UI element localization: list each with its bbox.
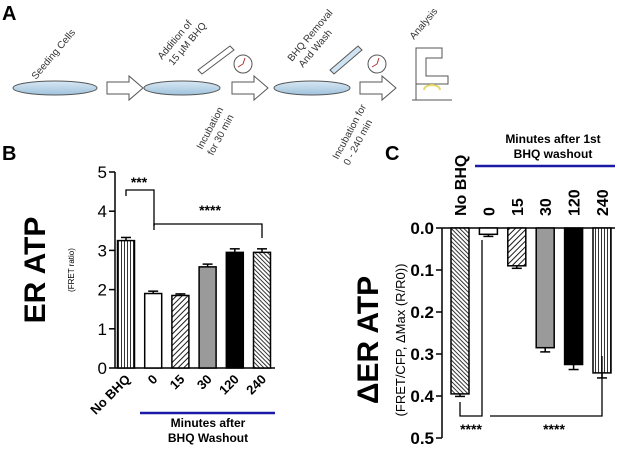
- x-axis-title: BHQ Washout: [168, 431, 248, 445]
- step-label: Analysis: [408, 6, 440, 42]
- y-tick-label: 0.1: [410, 261, 434, 280]
- microscope: [412, 47, 452, 101]
- arrow: [231, 74, 269, 102]
- dish: [273, 80, 351, 96]
- panel-label: C: [385, 143, 399, 165]
- dish: [143, 80, 221, 96]
- x-axis-title: BHQ washout: [514, 147, 593, 161]
- pipette: [329, 45, 363, 75]
- significance-label: ****: [199, 202, 221, 218]
- pipette: [197, 45, 235, 75]
- clock-hands: [371, 57, 380, 68]
- x-tick-label: 30: [194, 372, 215, 393]
- x-tick-label: 240: [243, 372, 269, 398]
- x-tick-label: 15: [167, 372, 188, 393]
- y-tick-label: 0.0: [410, 219, 434, 238]
- x-tick-label: 30: [538, 198, 555, 216]
- y-axis-title: ΔER ATP: [352, 276, 385, 404]
- step-label: Seeding Cells: [30, 28, 78, 82]
- x-tick-label: 0: [145, 372, 161, 388]
- bar: [563, 227, 584, 366]
- significance-bracket: [459, 240, 483, 417]
- y-axis-title: ER ATP: [19, 217, 52, 324]
- significance-bracket: [490, 356, 603, 417]
- x-axis-title: Minutes after: [171, 416, 246, 430]
- y-tick-label: 3: [98, 241, 107, 260]
- x-tick-label: 0: [481, 207, 498, 216]
- bar: [143, 292, 163, 369]
- y-tick-label: 4: [98, 202, 107, 221]
- bar: [507, 227, 527, 267]
- y-axis-subtitle: (FRET/CFP, ΔMax (R/R0)): [393, 264, 408, 417]
- x-tick-label: No BHQ: [87, 372, 133, 418]
- y-axis-subtitle: (FRET ratio): [67, 248, 76, 292]
- bar: [198, 266, 217, 369]
- clock: [367, 54, 387, 74]
- bar: [171, 294, 190, 369]
- panel-label: B: [2, 143, 16, 165]
- dish: [12, 80, 98, 96]
- x-tick-label: 120: [216, 372, 242, 398]
- sample: [423, 84, 441, 91]
- significance-label: ****: [460, 421, 482, 437]
- bar: [535, 227, 555, 349]
- clock: [233, 54, 253, 74]
- significance-bracket: [153, 223, 263, 238]
- significance-bracket: [125, 189, 155, 226]
- y-tick-label: 0.3: [410, 345, 434, 364]
- y-tick-label: 0.2: [410, 303, 434, 322]
- x-tick-label: No BHQ: [453, 155, 470, 216]
- y-tick-label: 0: [98, 359, 107, 378]
- panel-label: A: [2, 3, 16, 25]
- y-tick-label: 1: [98, 320, 107, 339]
- bar: [478, 227, 499, 236]
- bar-chart: C ΔER ATP (FRET/CFP, ΔMax (R/R0)) 0.0 0.1 0.2…: [352, 132, 615, 448]
- y-tick-label: 0.5: [410, 429, 434, 448]
- y-tick-label: 5: [98, 163, 107, 182]
- bar: [252, 251, 272, 369]
- significance-label: ****: [543, 421, 565, 437]
- bar: [225, 251, 245, 369]
- arrow: [106, 74, 144, 102]
- bar: [592, 227, 612, 374]
- arrow: [359, 74, 397, 102]
- clock-hands: [237, 57, 246, 68]
- y-tick-label: 0.4: [410, 387, 434, 406]
- y-tick-label: 2: [98, 281, 107, 300]
- bar: [450, 227, 470, 395]
- significance-label: ***: [131, 174, 148, 190]
- x-tick-label: 120: [567, 189, 584, 216]
- bar: [116, 239, 136, 369]
- x-axis-title: Minutes after 1st: [505, 132, 600, 146]
- x-tick-label: 15: [510, 198, 527, 216]
- x-tick-label: 240: [595, 189, 612, 216]
- panel-a-diagram: [12, 45, 452, 102]
